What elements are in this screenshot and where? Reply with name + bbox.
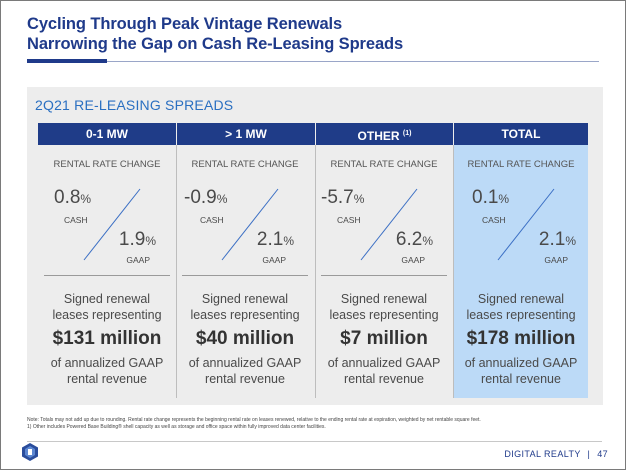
- cash-label: CASH: [337, 215, 361, 225]
- section-divider: [44, 275, 170, 276]
- cash-value: -0.9%: [184, 187, 228, 208]
- header-footnote-ref: (1): [402, 130, 412, 137]
- gaap-label: GAAP: [401, 255, 425, 265]
- header-other: OTHER (1): [316, 123, 453, 145]
- rental-rate-change-label: RENTAL RATE CHANGE: [330, 159, 438, 170]
- rental-rate-change-label: RENTAL RATE CHANGE: [467, 159, 575, 170]
- company-name: DIGITAL REALTY: [504, 449, 581, 459]
- gaap-value: 6.2%: [395, 229, 433, 250]
- description-bottom: of annualized GAAP rental revenue: [188, 356, 302, 386]
- gaap-label: GAAP: [262, 255, 286, 265]
- cash-label: CASH: [200, 215, 224, 225]
- title-line-1: Cycling Through Peak Vintage Renewals: [27, 15, 343, 33]
- description-top: Signed renewal leases representing: [52, 292, 162, 322]
- footer-rule: [27, 441, 602, 442]
- gaap-value: 1.9%: [118, 229, 156, 250]
- revenue-amount: $131 million: [52, 328, 162, 349]
- column-divider: [176, 145, 177, 398]
- cash-value: -5.7%: [321, 187, 365, 208]
- gaap-value: 2.1%: [538, 229, 576, 250]
- page-number: 47: [597, 449, 608, 459]
- description-bottom: of annualized GAAP rental revenue: [50, 356, 164, 386]
- footnote-1: 1) Other includes Powered Base Building®…: [27, 424, 326, 430]
- footnotes: Note: Totals may not add up due to round…: [27, 417, 602, 431]
- diagonal-divider: [83, 188, 141, 261]
- description-bottom: of annualized GAAP rental revenue: [464, 356, 578, 386]
- revenue-amount: $40 million: [195, 328, 295, 349]
- section-divider: [182, 275, 308, 276]
- description-top: Signed renewal leases representing: [466, 292, 576, 322]
- header-label: > 1 MW: [225, 127, 267, 141]
- title-rule: [107, 61, 599, 62]
- header-total: TOTAL: [454, 123, 588, 145]
- section-divider: [321, 275, 447, 276]
- footer-separator: |: [587, 449, 591, 459]
- description-top: Signed renewal leases representing: [329, 292, 439, 322]
- column-total: RENTAL RATE CHANGE 0.1% CASH 2.1% GAAP S…: [454, 145, 588, 398]
- description-bottom: of annualized GAAP rental revenue: [327, 356, 441, 386]
- rental-rate-change-label: RENTAL RATE CHANGE: [53, 159, 161, 170]
- total-column-highlight: [454, 145, 588, 398]
- gaap-label: GAAP: [126, 255, 150, 265]
- title-line-2: Narrowing the Gap on Cash Re-Leasing Spr…: [27, 35, 404, 53]
- revenue-amount: $7 million: [340, 328, 428, 349]
- digital-realty-logo-icon: [22, 443, 38, 461]
- diagonal-divider: [497, 188, 555, 261]
- column-divider: [453, 145, 454, 398]
- cash-label: CASH: [482, 215, 506, 225]
- diagonal-divider: [360, 188, 418, 261]
- column-gt-1-mw: RENTAL RATE CHANGE -0.9% CASH 2.1% GAAP …: [178, 145, 312, 398]
- rental-rate-change-label: RENTAL RATE CHANGE: [191, 159, 299, 170]
- gaap-label: GAAP: [544, 255, 568, 265]
- header-label: TOTAL: [501, 127, 541, 141]
- panel-title: 2Q21 RE-LEASING SPREADS: [35, 97, 234, 113]
- header-0-1-mw: 0-1 MW: [38, 123, 176, 145]
- footnote-note: Note: Totals may not add up due to round…: [27, 417, 481, 423]
- column-0-1-mw: RENTAL RATE CHANGE 0.8% CASH 1.9% GAAP S…: [40, 145, 174, 398]
- cash-value: 0.8%: [54, 187, 92, 208]
- diagonal-divider: [221, 188, 279, 261]
- header-label: 0-1 MW: [86, 127, 128, 141]
- footer-text: DIGITAL REALTY | 47: [504, 449, 608, 459]
- gaap-value: 2.1%: [256, 229, 294, 250]
- revenue-amount: $178 million: [466, 328, 576, 349]
- cash-value: 0.1%: [472, 187, 510, 208]
- column-other: RENTAL RATE CHANGE -5.7% CASH 6.2% GAAP …: [317, 145, 451, 398]
- description-top: Signed renewal leases representing: [190, 292, 300, 322]
- cash-label: CASH: [64, 215, 88, 225]
- header-gt-1-mw: > 1 MW: [177, 123, 315, 145]
- header-label: OTHER: [357, 129, 400, 143]
- column-divider: [315, 145, 316, 398]
- slide-title: Cycling Through Peak Vintage Renewals Na…: [27, 14, 403, 54]
- title-accent-bar: [27, 59, 107, 63]
